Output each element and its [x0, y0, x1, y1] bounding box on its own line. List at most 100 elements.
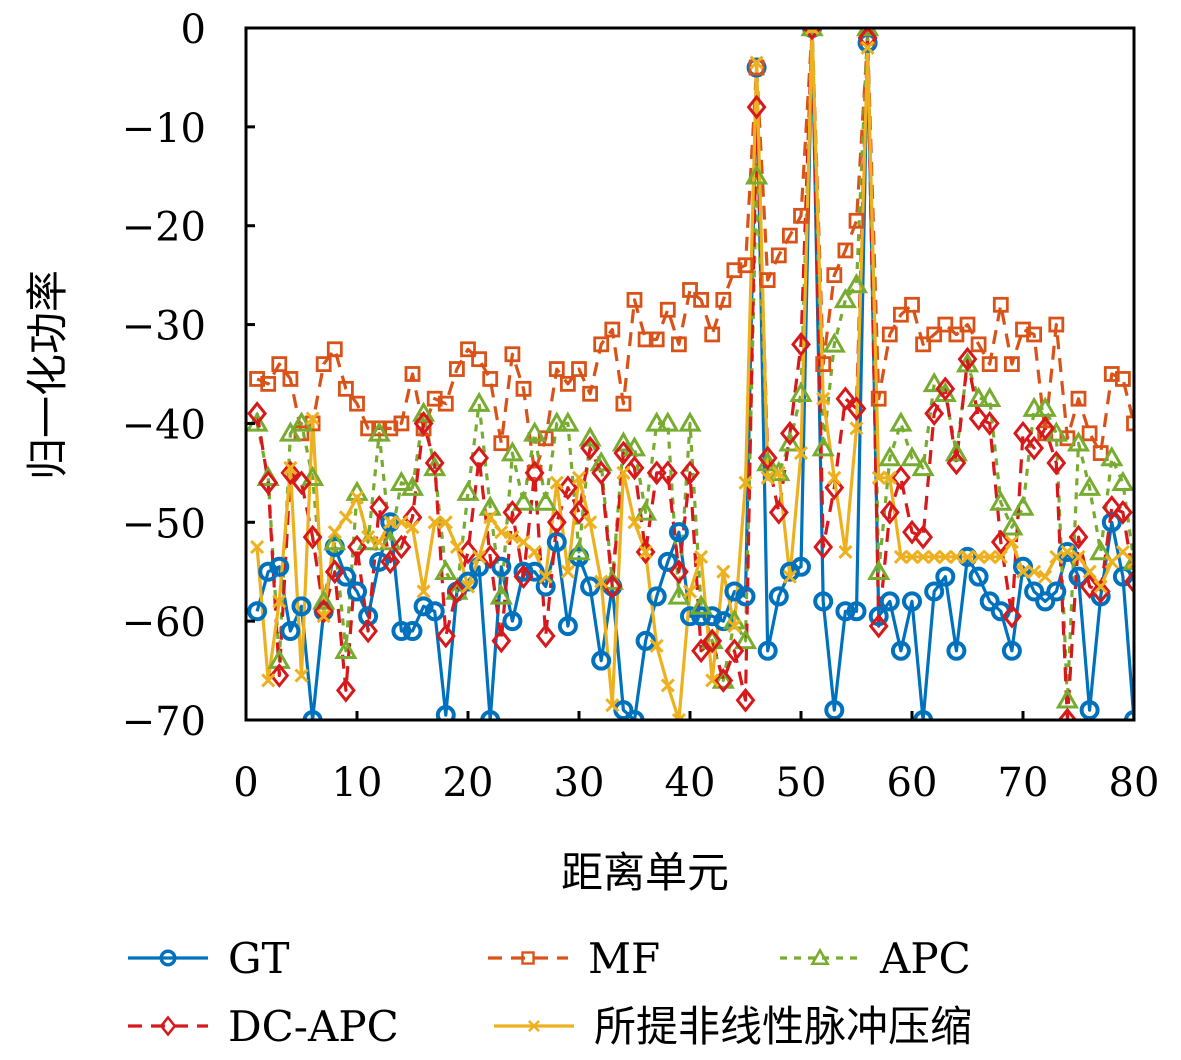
data-point-APC-28 — [545, 411, 569, 432]
data-point-所提非线性脉冲压缩-2 — [261, 673, 276, 688]
data-point-APC-12 — [367, 421, 391, 442]
data-point-APC-61 — [911, 455, 935, 477]
marker-layer — [246, 28, 1134, 720]
data-point-所提非线性脉冲压缩-46 — [749, 55, 764, 70]
data-point-APC-24 — [500, 441, 524, 462]
data-point-APC-29 — [556, 411, 580, 432]
data-point-DC-APC-77 — [1090, 579, 1111, 604]
data-point-DC-APC-28 — [546, 509, 567, 535]
data-point-DC-APC-1 — [247, 401, 268, 426]
data-point-MF-55 — [848, 212, 865, 229]
data-point-DC-APC-42 — [702, 628, 723, 654]
data-point-所提非线性脉冲压缩-3 — [272, 594, 287, 609]
data-point-GT-61 — [913, 710, 934, 720]
legend-label: MF — [588, 934, 660, 983]
data-point-GT-17 — [424, 601, 445, 622]
data-point-MF-78 — [1103, 366, 1120, 382]
data-point-DC-APC-49 — [779, 420, 800, 446]
data-point-DC-APC-16 — [413, 411, 434, 436]
x-tick-label: 50 — [776, 760, 827, 806]
data-point-APC-39 — [667, 584, 691, 605]
data-point-DC-APC-76 — [1079, 574, 1100, 599]
data-point-APC-46 — [745, 164, 769, 185]
data-point-GT-10 — [347, 581, 367, 602]
data-point-GT-52 — [813, 591, 834, 612]
data-point-MF-23 — [493, 435, 510, 452]
data-point-所提非线性脉冲压缩-71 — [1027, 564, 1042, 579]
data-point-APC-48 — [767, 460, 791, 482]
data-point-所提非线性脉冲压缩-14 — [394, 515, 409, 530]
data-point-GT-65 — [957, 546, 978, 567]
data-point-MF-59 — [893, 306, 909, 323]
data-point-APC-35 — [622, 436, 647, 457]
data-point-DC-APC-33 — [602, 574, 623, 599]
data-point-GT-66 — [968, 566, 989, 587]
data-point-MF-20 — [460, 341, 476, 358]
data-point-MF-71 — [1026, 326, 1042, 343]
data-point-DC-APC-17 — [424, 450, 445, 476]
data-point-MF-73 — [1048, 316, 1065, 333]
data-point-DC-APC-73 — [1046, 450, 1067, 476]
data-point-APC-40 — [678, 411, 702, 432]
data-point-GT-69 — [1001, 640, 1022, 661]
data-point-所提非线性脉冲压缩-77 — [1093, 579, 1108, 594]
data-point-MF-41 — [693, 291, 709, 308]
legend-label: APC — [879, 934, 971, 983]
data-point-MF-29 — [560, 375, 576, 392]
data-point-DC-APC-69 — [1001, 603, 1022, 629]
data-point-MF-48 — [770, 247, 787, 264]
data-point-APC-62 — [922, 371, 946, 393]
data-point-MF-10 — [349, 395, 365, 412]
data-point-GT-47 — [757, 640, 778, 661]
data-point-所提非线性脉冲压缩-55 — [849, 421, 864, 436]
data-point-GT-64 — [946, 640, 967, 661]
legend-item-APC: APC — [780, 934, 971, 983]
data-point-所提非线性脉冲压缩-22 — [483, 510, 498, 525]
data-point-GT-24 — [502, 611, 523, 632]
legend-item-MF: MF — [488, 934, 660, 983]
data-point-MF-36 — [637, 331, 654, 348]
data-point-GT-4 — [280, 621, 301, 642]
data-point-DC-APC-35 — [624, 455, 645, 481]
data-point-所提非线性脉冲压缩-24 — [505, 530, 520, 545]
data-point-GT-15 — [402, 621, 423, 642]
data-point-所提非线性脉冲压缩-17 — [427, 515, 442, 530]
data-point-DC-APC-46 — [746, 94, 767, 120]
data-point-MF-2 — [260, 375, 277, 392]
data-point-APC-60 — [900, 446, 924, 467]
data-point-MF-14 — [393, 415, 410, 432]
data-point-所提非线性脉冲压缩-23 — [494, 525, 509, 540]
data-point-MF-9 — [337, 380, 354, 397]
data-point-DC-APC-80 — [1124, 569, 1134, 595]
data-point-APC-7 — [312, 589, 336, 610]
data-point-DC-APC-66 — [968, 406, 989, 431]
data-point-DC-APC-62 — [924, 401, 945, 426]
data-point-APC-37 — [645, 411, 669, 432]
data-point-APC-74 — [1055, 688, 1079, 709]
data-point-所提非线性脉冲压缩-65 — [960, 549, 975, 564]
data-point-所提非线性脉冲压缩-27 — [538, 569, 553, 584]
data-point-DC-APC-31 — [580, 435, 601, 461]
data-point-DC-APC-39 — [668, 559, 689, 585]
legend-item-所提非线性脉冲压缩: 所提非线性脉冲压缩 — [494, 1002, 972, 1051]
data-point-APC-66 — [967, 386, 991, 407]
data-point-APC-69 — [1000, 515, 1024, 536]
data-point-DC-APC-24 — [502, 499, 523, 525]
data-point-DC-APC-54 — [835, 386, 856, 412]
data-point-APC-13 — [378, 530, 402, 551]
data-point-所提非线性脉冲压缩-80 — [1126, 554, 1134, 569]
data-point-所提非线性脉冲压缩-76 — [1082, 564, 1097, 579]
data-point-MF-66 — [970, 336, 987, 353]
data-point-MF-1 — [249, 371, 266, 387]
data-point-GT-49 — [779, 561, 800, 582]
data-point-MF-53 — [826, 267, 843, 284]
data-point-GT-67 — [979, 591, 1000, 612]
data-point-MF-18 — [437, 395, 454, 412]
data-point-所提非线性脉冲压缩-61 — [916, 549, 931, 564]
data-point-APC-50 — [789, 381, 813, 403]
data-point-所提非线性脉冲压缩-69 — [1004, 534, 1019, 550]
data-point-APC-5 — [289, 411, 314, 432]
data-point-DC-APC-11 — [358, 618, 379, 644]
data-point-GT-5 — [291, 596, 312, 617]
